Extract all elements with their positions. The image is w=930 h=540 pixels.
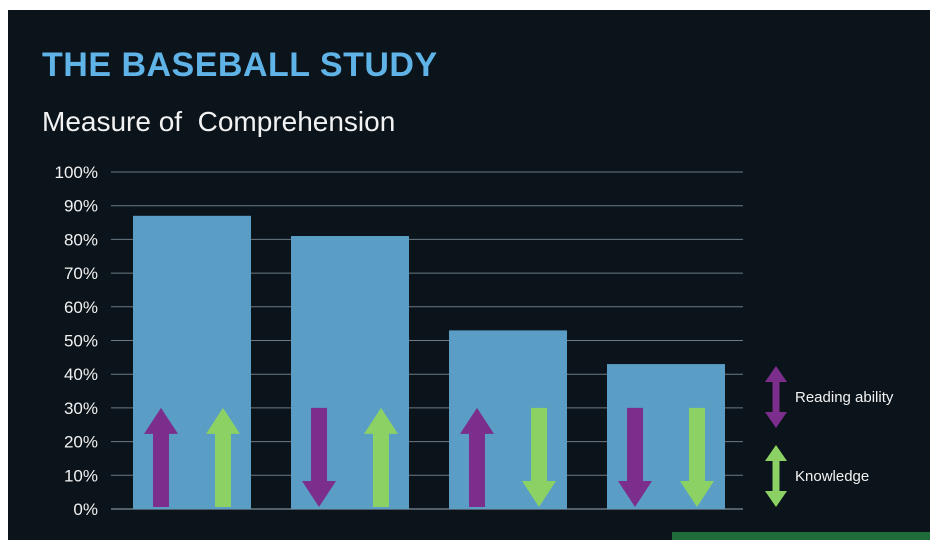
y-tick-label: 90% xyxy=(64,197,98,216)
y-tick-label: 100% xyxy=(55,163,98,182)
y-tick-label: 10% xyxy=(64,466,98,485)
reading-ability-arrow-down-icon xyxy=(618,407,652,507)
y-tick-label: 30% xyxy=(64,399,98,418)
knowledge-arrow-up-icon xyxy=(206,407,240,507)
y-tick-label: 60% xyxy=(64,298,98,317)
y-tick-label: 0% xyxy=(73,500,98,519)
knowledge-arrow-down-icon xyxy=(522,407,556,507)
y-tick-label: 50% xyxy=(64,332,98,351)
legend-label: Knowledge xyxy=(795,468,869,485)
knowledge-arrow-up-icon xyxy=(364,407,398,507)
reading-ability-arrow-up-icon xyxy=(460,407,494,507)
y-axis-ticks: 100% 90% 80% 70% 60% 50% 40% 30% 20% 10% 0% xyxy=(55,163,98,519)
bar-chart: 100% 90% 80% 70% 60% 50% 40% 30% 20% 10% 0% Readin… xyxy=(55,163,894,519)
legend-label: Reading ability xyxy=(795,389,894,406)
bar xyxy=(449,330,567,509)
knowledge-arrow-down-icon xyxy=(680,407,714,507)
reading-ability-arrow-up-icon xyxy=(144,407,178,507)
y-tick-label: 20% xyxy=(64,433,98,452)
bars xyxy=(133,215,725,509)
reading-ability-arrow-down-icon xyxy=(302,407,336,507)
bar-arrows xyxy=(144,407,714,507)
footer-strip xyxy=(672,532,930,540)
slide-subtitle: Measure of Comprehension xyxy=(42,106,396,137)
y-tick-label: 40% xyxy=(64,365,98,384)
bar xyxy=(133,215,251,509)
bar xyxy=(291,236,409,509)
slide-title: THE BASEBALL STUDY xyxy=(42,46,438,84)
y-tick-label: 80% xyxy=(64,230,98,249)
slide: THE BASEBALL STUDY Measure of Comprehens… xyxy=(8,10,930,540)
reading-ability-legend-icon xyxy=(765,366,787,428)
legend: Reading ability Knowledge xyxy=(765,366,894,507)
knowledge-legend-icon xyxy=(765,445,787,507)
y-tick-label: 70% xyxy=(64,264,98,283)
